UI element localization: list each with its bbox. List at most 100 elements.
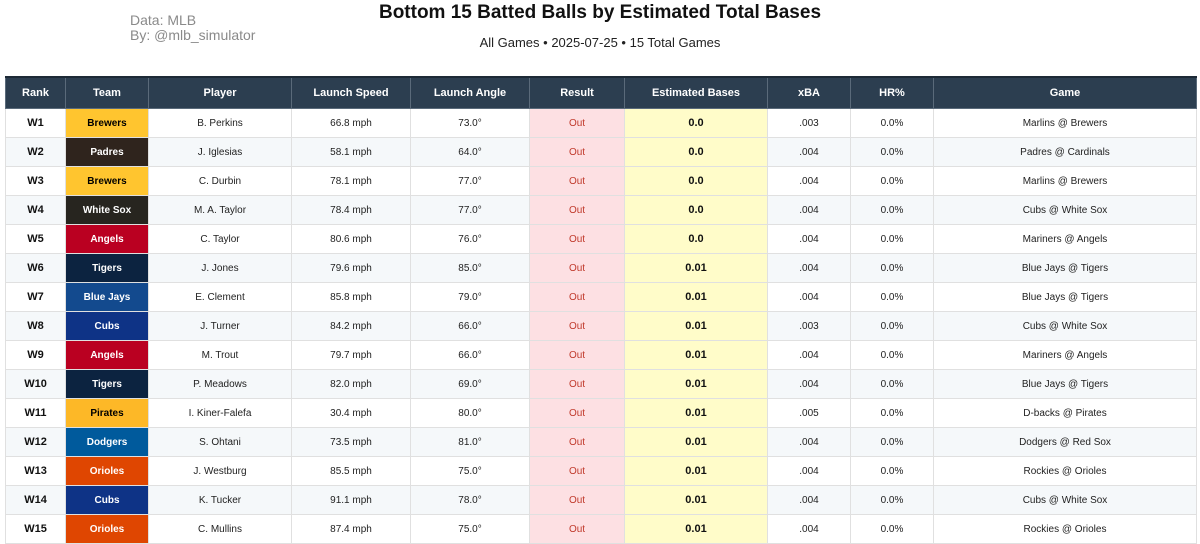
table-row[interactable]: W14 Cubs K. Tucker 91.1 mph 78.0° Out 0.01.004…: [5, 485, 1197, 515]
result-cell: Out: [529, 485, 625, 515]
result-cell: Out: [529, 514, 625, 544]
rank-cell: W15: [5, 514, 66, 544]
table-row[interactable]: W12 Dodgers S. Ohtani 73.5 mph 81.0° Out 0.01.…: [5, 427, 1197, 457]
rank-cell: W6: [5, 253, 66, 283]
player-cell: S. Ohtani: [148, 427, 292, 457]
table-row[interactable]: W4 White Sox M. A. Taylor 78.4 mph 77.0° Out 0…: [5, 195, 1197, 225]
game-cell: Cubs @ White Sox: [933, 195, 1197, 225]
table-row[interactable]: W7 Blue Jays E. Clement 85.8 mph 79.0° Out 0.0…: [5, 282, 1197, 312]
column-header-player[interactable]: Player: [148, 76, 292, 109]
player-cell: E. Clement: [148, 282, 292, 312]
author-label: By: @mlb_simulator: [130, 27, 256, 43]
xba-cell: .004: [767, 224, 851, 254]
player-cell: I. Kiner-Falefa: [148, 398, 292, 428]
hr-pct-cell: 0.0%: [850, 253, 934, 283]
launch-speed-cell: 58.1 mph: [291, 137, 411, 167]
table-row[interactable]: W2 Padres J. Iglesias 58.1 mph 64.0° Out 0.0.0…: [5, 137, 1197, 167]
game-cell: Dodgers @ Red Sox: [933, 427, 1197, 457]
table-row[interactable]: W10 Tigers P. Meadows 82.0 mph 69.0° Out 0.01.…: [5, 369, 1197, 399]
rank-cell: W13: [5, 456, 66, 486]
xba-cell: .004: [767, 166, 851, 196]
xba-cell: .003: [767, 311, 851, 341]
estimated-bases-cell: 0.0: [624, 108, 768, 138]
hr-pct-cell: 0.0%: [850, 398, 934, 428]
player-cell: P. Meadows: [148, 369, 292, 399]
column-header-launch-speed[interactable]: Launch Speed: [291, 76, 411, 109]
result-cell: Out: [529, 137, 625, 167]
estimated-bases-cell: 0.01: [624, 311, 768, 341]
team-cell: Blue Jays: [65, 282, 149, 312]
launch-angle-cell: 75.0°: [410, 456, 530, 486]
column-header-rank[interactable]: Rank: [5, 76, 66, 109]
estimated-bases-cell: 0.0: [624, 137, 768, 167]
table-row[interactable]: W13 Orioles J. Westburg 85.5 mph 75.0° Out 0.0…: [5, 456, 1197, 486]
launch-speed-cell: 85.8 mph: [291, 282, 411, 312]
launch-angle-cell: 80.0°: [410, 398, 530, 428]
column-header-result[interactable]: Result: [529, 76, 625, 109]
estimated-bases-cell: 0.01: [624, 282, 768, 312]
table-row[interactable]: W3 Brewers C. Durbin 78.1 mph 77.0° Out 0.0.00…: [5, 166, 1197, 196]
team-cell: Orioles: [65, 456, 149, 486]
column-header-game[interactable]: Game: [933, 76, 1197, 109]
column-header-launch-angle[interactable]: Launch Angle: [410, 76, 530, 109]
xba-cell: .004: [767, 369, 851, 399]
hr-pct-cell: 0.0%: [850, 311, 934, 341]
table-row[interactable]: W6 Tigers J. Jones 79.6 mph 85.0° Out 0.01.004…: [5, 253, 1197, 283]
game-cell: Cubs @ White Sox: [933, 311, 1197, 341]
launch-speed-cell: 80.6 mph: [291, 224, 411, 254]
hr-pct-cell: 0.0%: [850, 514, 934, 544]
player-cell: C. Mullins: [148, 514, 292, 544]
launch-speed-cell: 87.4 mph: [291, 514, 411, 544]
column-header-estimated-bases[interactable]: Estimated Bases: [624, 76, 768, 109]
estimated-bases-cell: 0.0: [624, 166, 768, 196]
result-cell: Out: [529, 108, 625, 138]
table-row[interactable]: W8 Cubs J. Turner 84.2 mph 66.0° Out 0.01.003 0…: [5, 311, 1197, 341]
estimated-bases-cell: 0.01: [624, 514, 768, 544]
launch-angle-cell: 66.0°: [410, 311, 530, 341]
table-row[interactable]: W5 Angels C. Taylor 80.6 mph 76.0° Out 0.0.004…: [5, 224, 1197, 254]
game-cell: Mariners @ Angels: [933, 224, 1197, 254]
result-cell: Out: [529, 195, 625, 225]
team-cell: Pirates: [65, 398, 149, 428]
launch-angle-cell: 81.0°: [410, 427, 530, 457]
player-cell: K. Tucker: [148, 485, 292, 515]
rank-cell: W10: [5, 369, 66, 399]
hr-pct-cell: 0.0%: [850, 137, 934, 167]
estimated-bases-cell: 0.01: [624, 456, 768, 486]
game-cell: Blue Jays @ Tigers: [933, 282, 1197, 312]
table-row[interactable]: W11 Pirates I. Kiner-Falefa 30.4 mph 80.0° Ou…: [5, 398, 1197, 428]
result-cell: Out: [529, 253, 625, 283]
team-cell: Angels: [65, 224, 149, 254]
xba-cell: .004: [767, 137, 851, 167]
launch-angle-cell: 73.0°: [410, 108, 530, 138]
estimated-bases-cell: 0.01: [624, 340, 768, 370]
game-cell: Padres @ Cardinals: [933, 137, 1197, 167]
xba-cell: .004: [767, 514, 851, 544]
xba-cell: .004: [767, 282, 851, 312]
xba-cell: .004: [767, 340, 851, 370]
column-header-xba[interactable]: xBA: [767, 76, 851, 109]
launch-speed-cell: 78.4 mph: [291, 195, 411, 225]
rank-cell: W8: [5, 311, 66, 341]
player-cell: M. A. Taylor: [148, 195, 292, 225]
table-row[interactable]: W9 Angels M. Trout 79.7 mph 66.0° Out 0.01.004…: [5, 340, 1197, 370]
launch-angle-cell: 75.0°: [410, 514, 530, 544]
table-row[interactable]: W15 Orioles C. Mullins 87.4 mph 75.0° Out 0.01…: [5, 514, 1197, 544]
launch-speed-cell: 85.5 mph: [291, 456, 411, 486]
estimated-bases-cell: 0.01: [624, 253, 768, 283]
launch-angle-cell: 77.0°: [410, 166, 530, 196]
table-body: W1 Brewers B. Perkins 66.8 mph 73.0° Out 0.0.0…: [5, 108, 1197, 544]
estimated-bases-cell: 0.01: [624, 369, 768, 399]
xba-cell: .003: [767, 108, 851, 138]
hr-pct-cell: 0.0%: [850, 108, 934, 138]
table-row[interactable]: W1 Brewers B. Perkins 66.8 mph 73.0° Out 0.0.0…: [5, 108, 1197, 138]
team-cell: Dodgers: [65, 427, 149, 457]
result-cell: Out: [529, 166, 625, 196]
result-cell: Out: [529, 369, 625, 399]
launch-speed-cell: 78.1 mph: [291, 166, 411, 196]
column-header-hr-pct[interactable]: HR%: [850, 76, 934, 109]
column-header-team[interactable]: Team: [65, 76, 149, 109]
rank-cell: W14: [5, 485, 66, 515]
hr-pct-cell: 0.0%: [850, 224, 934, 254]
launch-speed-cell: 30.4 mph: [291, 398, 411, 428]
